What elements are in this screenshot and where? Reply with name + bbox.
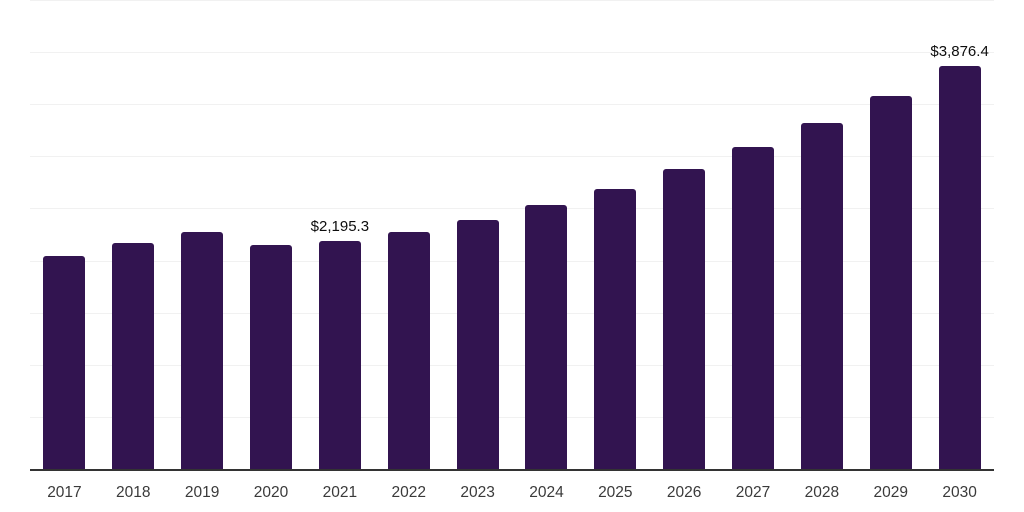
bar-slot-2025 (581, 1, 650, 470)
x-tick-label-2021: 2021 (322, 484, 358, 501)
bars-layer: $2,195.3 $3,876.4 (30, 1, 994, 470)
gridline (30, 156, 994, 158)
x-tick-label-2019: 2019 (184, 484, 220, 501)
plot-area: $2,195.3 $3,876.4 (30, 0, 994, 470)
x-tick-label-2029: 2029 (873, 484, 908, 501)
bar-slot-2027 (719, 1, 788, 470)
bar-2022 (387, 232, 430, 470)
x-tick-label-2023: 2023 (460, 484, 495, 501)
gridline (30, 416, 994, 418)
bar-slot-2018 (99, 1, 168, 470)
bar-slot-2020 (237, 1, 306, 470)
bar-slot-2028 (787, 1, 856, 470)
bar-slot-2030: $3,876.4 (925, 1, 994, 470)
gridline (30, 260, 994, 262)
bar-2017 (43, 256, 86, 470)
bar-2024 (525, 204, 568, 470)
x-tick-label-2025: 2025 (598, 484, 633, 501)
gridline (30, 52, 994, 54)
x-tick-label-2022: 2022 (391, 484, 426, 501)
bar-2019 (181, 232, 224, 470)
bar-slot-2021: $2,195.3 (305, 1, 374, 470)
bar-2027 (732, 147, 775, 470)
x-tick-label-2030: 2030 (942, 484, 977, 501)
bar-slot-2022 (374, 1, 443, 470)
gridline (30, 104, 994, 106)
gridline (30, 208, 994, 210)
data-label-2030: $3,876.4 (930, 43, 989, 60)
bar-2030 (938, 66, 981, 470)
x-tick-label-2020: 2020 (253, 484, 289, 501)
bar-2026 (663, 168, 706, 470)
gridline (30, 312, 994, 314)
bar-2029 (869, 95, 912, 470)
bar-slot-2017 (30, 1, 99, 470)
x-tick-label-2028: 2028 (804, 484, 840, 501)
x-axis-labels: 2017 2018 2019 2020 2021 2022 2023 2024 2025 2026… (30, 484, 994, 502)
bar-2028 (800, 123, 843, 470)
gridlines (30, 0, 994, 470)
x-tick-label-2018: 2018 (116, 484, 151, 501)
bar-2023 (456, 219, 499, 470)
x-tick-label-2024: 2024 (529, 484, 564, 501)
data-label-2021: $2,195.3 (310, 218, 370, 236)
bar-slot-2029 (856, 1, 925, 470)
gridline (30, 0, 994, 1)
x-tick-label-2027: 2027 (735, 484, 771, 501)
x-tick-label-2017: 2017 (47, 484, 82, 501)
x-tick-label-2026: 2026 (666, 484, 702, 501)
bar-slot-2023 (443, 1, 512, 470)
bar-slot-2019 (168, 1, 237, 470)
x-axis-line (30, 469, 994, 471)
bar-slot-2024 (512, 1, 581, 470)
bar-2020 (250, 244, 292, 470)
bar-slot-2026 (650, 1, 719, 470)
bar-2021 (318, 241, 361, 470)
gridline (30, 364, 994, 366)
bar-2018 (112, 243, 155, 470)
bar-2025 (594, 188, 637, 470)
